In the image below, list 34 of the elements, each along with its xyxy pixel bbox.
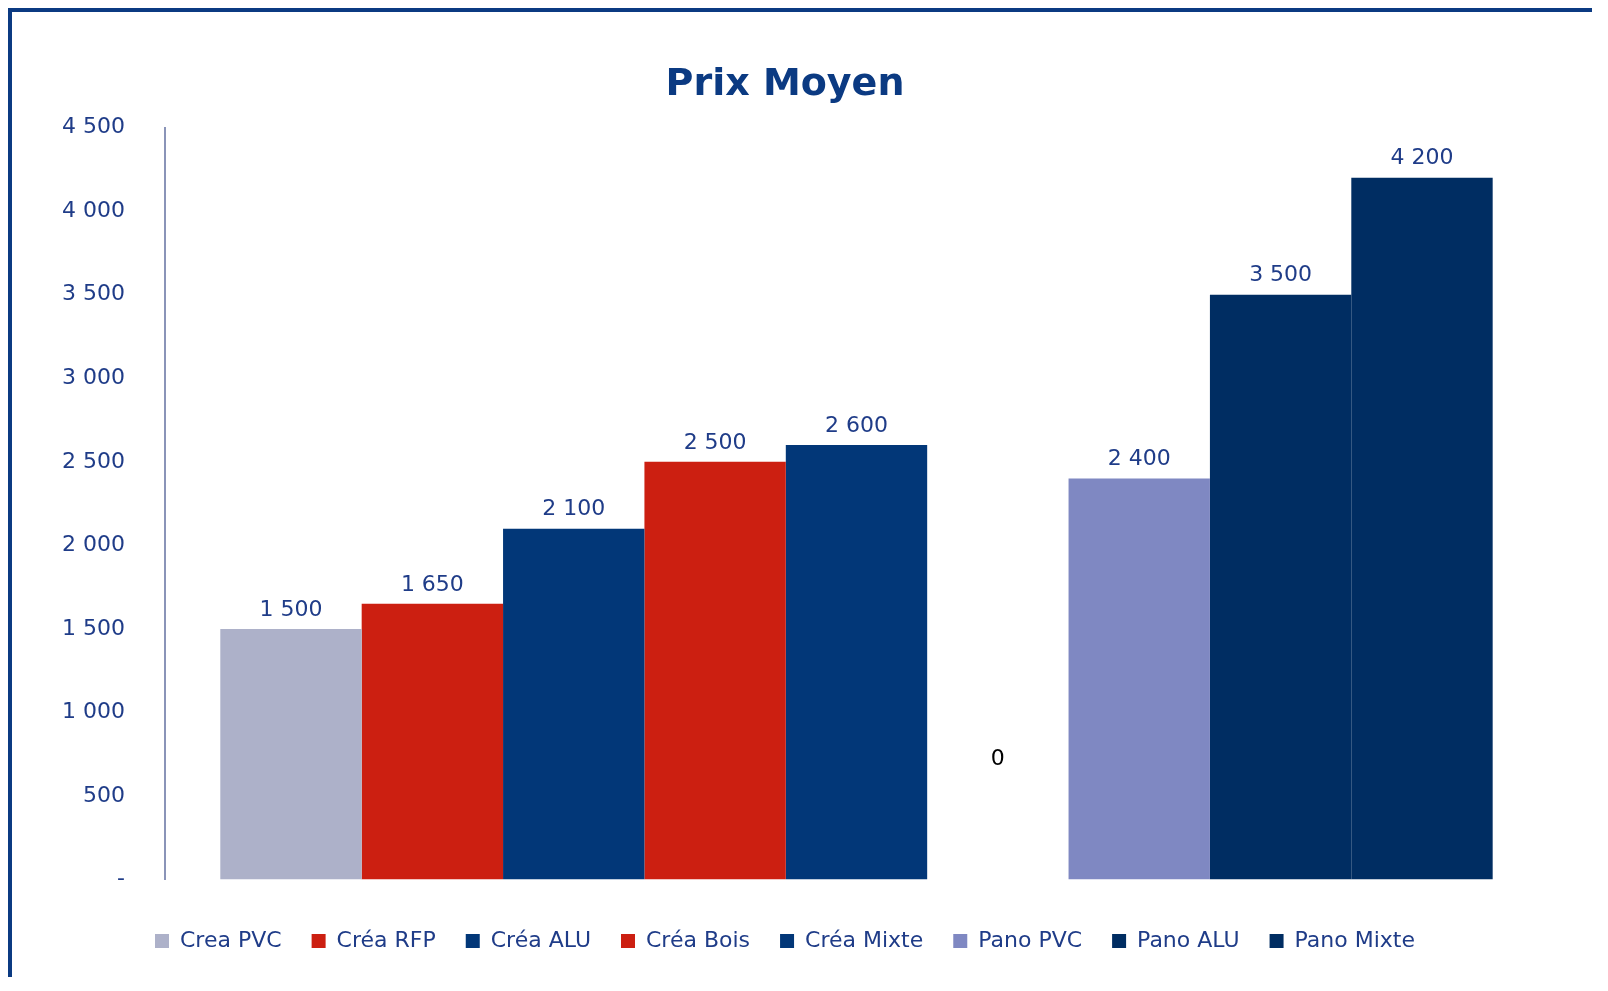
legend-label: Créa Bois — [646, 926, 751, 952]
y-tick-label: 3 500 — [62, 280, 125, 306]
y-tick-label: 2 500 — [62, 447, 125, 473]
y-tick-label: 500 — [82, 781, 125, 807]
chart-title: Prix Moyen — [665, 59, 905, 104]
y-tick-label: 1 000 — [62, 698, 125, 724]
annotation: 0 — [990, 745, 1005, 770]
legend-label: Créa ALU — [490, 926, 591, 952]
bar — [644, 461, 786, 880]
y-tick-label: 1 500 — [62, 614, 125, 640]
bar — [785, 445, 928, 880]
data-label: 4 200 — [1390, 144, 1454, 170]
y-tick-label: 2 000 — [62, 531, 125, 557]
data-label: 2 500 — [683, 428, 747, 454]
y-tick-label: 4 000 — [62, 196, 125, 222]
y-tick-label: - — [117, 865, 125, 891]
data-label: 2 600 — [825, 411, 888, 437]
data-label: 3 500 — [1249, 261, 1313, 287]
legend-label: Pano PVC — [978, 926, 1083, 952]
bar — [361, 603, 504, 880]
legend-label: Crea PVC — [180, 926, 282, 952]
y-tick-label: 3 000 — [62, 363, 125, 389]
data-label: 1 500 — [259, 595, 323, 621]
data-label: 2 100 — [542, 495, 606, 521]
y-tick-label: 4 500 — [62, 113, 125, 139]
legend-label: Créa RFP — [336, 926, 436, 952]
legend-label: Pano ALU — [1137, 926, 1240, 952]
data-label: 1 650 — [400, 570, 464, 596]
bar — [503, 528, 645, 880]
data-label: 2 400 — [1107, 445, 1171, 471]
bar — [1068, 478, 1210, 880]
bar — [220, 628, 362, 880]
legend-label: Créa Mixte — [805, 926, 924, 952]
legend-label: Pano Mixte — [1294, 926, 1416, 952]
